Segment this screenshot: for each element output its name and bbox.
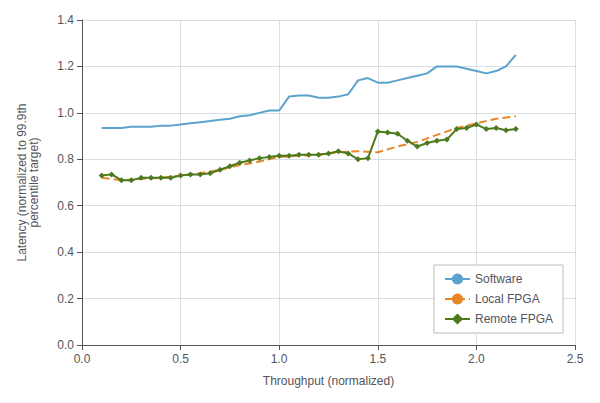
svg-text:0.6: 0.6 bbox=[57, 199, 74, 213]
svg-text:0.2: 0.2 bbox=[57, 292, 74, 306]
svg-text:Remote FPGA: Remote FPGA bbox=[475, 312, 553, 326]
svg-text:Latency (normalized to 99.9th: Latency (normalized to 99.9th bbox=[15, 103, 29, 262]
svg-text:0.8: 0.8 bbox=[57, 152, 74, 166]
svg-text:2.5: 2.5 bbox=[567, 352, 584, 366]
svg-text:0.5: 0.5 bbox=[172, 352, 189, 366]
svg-text:percentile target): percentile target) bbox=[27, 137, 41, 227]
svg-text:1.0: 1.0 bbox=[271, 352, 288, 366]
svg-text:0.4: 0.4 bbox=[57, 245, 74, 259]
svg-text:0.0: 0.0 bbox=[74, 352, 91, 366]
svg-text:1.0: 1.0 bbox=[57, 106, 74, 120]
svg-text:1.4: 1.4 bbox=[57, 13, 74, 27]
svg-text:1.5: 1.5 bbox=[369, 352, 386, 366]
svg-text:1.2: 1.2 bbox=[57, 59, 74, 73]
svg-text:Throughput (normalized): Throughput (normalized) bbox=[263, 374, 394, 388]
svg-text:2.0: 2.0 bbox=[468, 352, 485, 366]
svg-text:0.0: 0.0 bbox=[57, 338, 74, 352]
svg-text:Local FPGA: Local FPGA bbox=[475, 292, 540, 306]
svg-text:Software: Software bbox=[475, 272, 523, 286]
